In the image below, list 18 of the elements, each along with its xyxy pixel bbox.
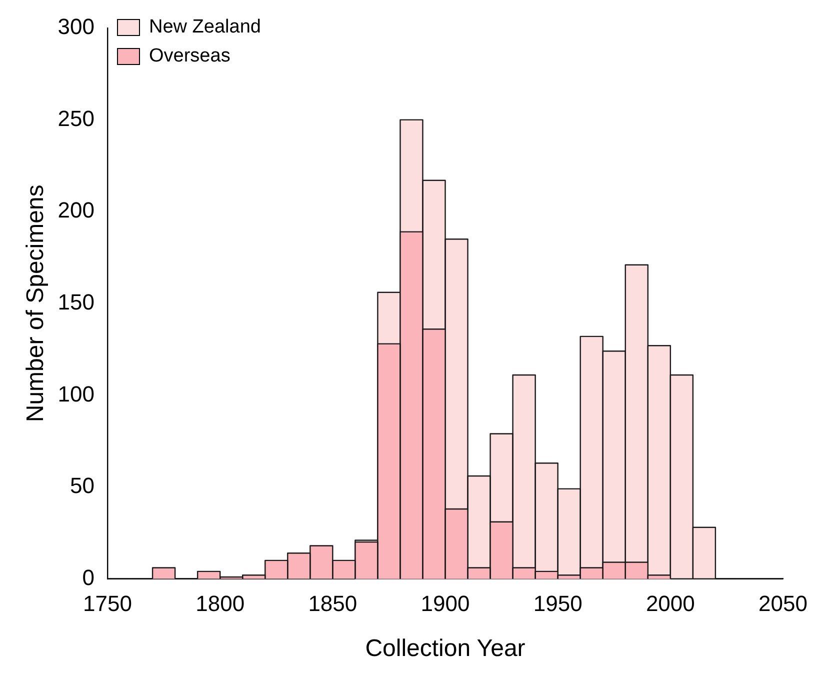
y-tick-label: 50 xyxy=(70,473,95,498)
y-tick-label: 100 xyxy=(58,381,95,406)
x-tick-label: 2000 xyxy=(646,591,695,616)
legend-label: Overseas xyxy=(149,46,230,67)
x-tick-label: 1850 xyxy=(308,591,358,616)
y-tick-label: 150 xyxy=(58,289,95,314)
x-axis-title: Collection Year xyxy=(365,635,526,662)
x-tick-label: 1900 xyxy=(420,591,470,616)
y-tick-label: 0 xyxy=(82,564,95,590)
y-tick-label: 300 xyxy=(58,14,95,40)
x-tick-label: 1750 xyxy=(83,591,132,616)
x-tick-label: 1950 xyxy=(533,591,582,616)
x-tick-label: 2050 xyxy=(758,591,808,616)
legend-label: New Zealand xyxy=(149,16,261,38)
y-tick-label: 250 xyxy=(58,106,95,131)
x-tick-label: 1800 xyxy=(196,591,245,616)
y-tick-label: 200 xyxy=(58,198,95,223)
y-axis-title: Number of Specimens xyxy=(22,184,50,422)
